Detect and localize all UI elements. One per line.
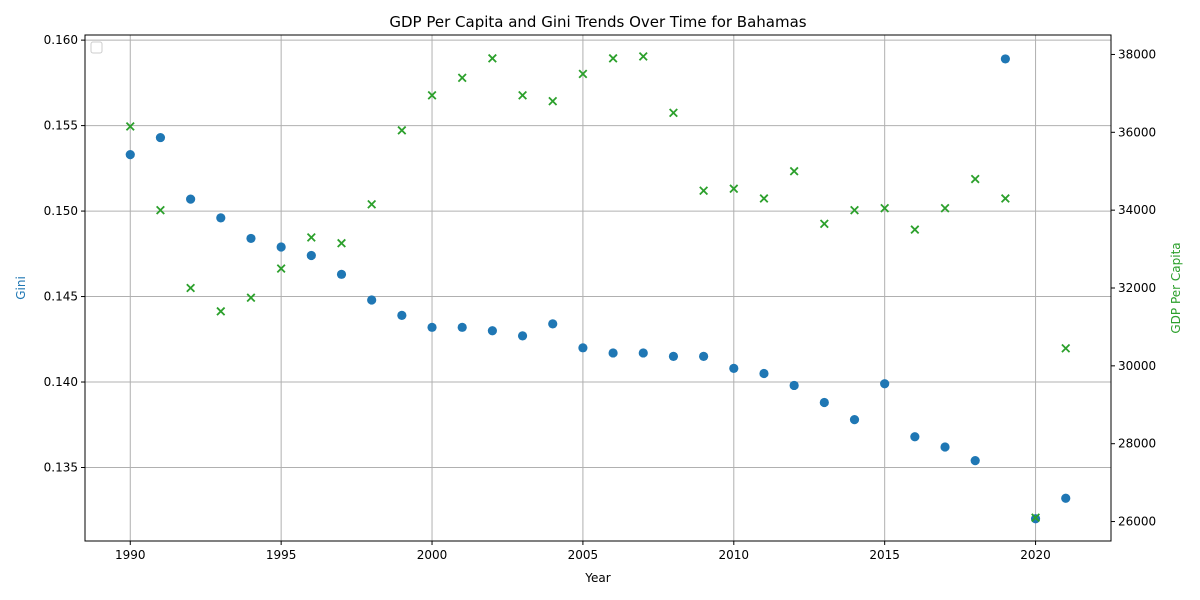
gdp-point xyxy=(246,293,256,303)
gdp-point xyxy=(669,108,678,118)
gdp-point xyxy=(548,96,558,106)
gini-point xyxy=(306,250,316,261)
gdp-point xyxy=(125,122,135,131)
right-y-tick-label: 36000 xyxy=(1118,125,1156,139)
x-tick-label: 2005 xyxy=(568,548,599,562)
gini-point xyxy=(125,150,135,160)
gdp-point xyxy=(759,194,769,203)
gini-point xyxy=(699,351,709,361)
right-y-axis-label: GDP Per Capita xyxy=(1169,242,1183,333)
gini-point xyxy=(729,363,739,373)
gini-point xyxy=(548,319,558,329)
gdp-point xyxy=(940,203,950,213)
gini-point xyxy=(638,348,648,358)
right-y-tick-label: 32000 xyxy=(1118,281,1156,295)
gdp-point xyxy=(970,174,980,184)
left-y-axis-ticks: 0.135 0.140 0.145 0.150 0.155 0.160 xyxy=(44,33,85,474)
gdp-point xyxy=(789,166,799,176)
x-axis-ticks: 1990 1995 2000 2005 2010 2015 2020 xyxy=(115,541,1051,562)
gini-point xyxy=(759,368,769,379)
gini-point xyxy=(940,442,950,452)
gini-point xyxy=(578,343,588,353)
gini-point xyxy=(216,213,226,223)
gini-point xyxy=(789,380,799,391)
gini-point xyxy=(668,351,679,361)
gini-point xyxy=(457,322,467,332)
gini-point xyxy=(427,322,437,332)
gini-point xyxy=(1061,493,1071,503)
gdp-point xyxy=(276,264,286,273)
gdp-point xyxy=(216,306,226,316)
gini-point xyxy=(880,379,890,389)
gdp-point xyxy=(1061,343,1071,353)
gini-point xyxy=(487,326,497,336)
x-tick-label: 2010 xyxy=(719,548,750,562)
gdp-point xyxy=(608,53,618,63)
right-y-axis-ticks: 26000 28000 30000 32000 34000 36000 38000 xyxy=(1111,47,1156,529)
gdp-point xyxy=(518,90,527,100)
gdp-point xyxy=(186,283,196,293)
gdp-point xyxy=(367,199,377,209)
gdp-point xyxy=(638,51,648,61)
right-y-tick-label: 26000 xyxy=(1118,515,1156,529)
left-y-axis-label: Gini xyxy=(14,276,28,300)
left-y-tick-label: 0.150 xyxy=(44,204,78,218)
gdp-point xyxy=(880,203,890,213)
x-tick-label: 2015 xyxy=(869,548,900,562)
left-y-tick-label: 0.135 xyxy=(44,460,78,474)
x-axis-label: Year xyxy=(584,571,610,585)
gini-point xyxy=(367,295,377,305)
gini-point xyxy=(1000,54,1010,64)
gini-point xyxy=(819,397,829,408)
left-y-tick-label: 0.160 xyxy=(44,33,78,47)
gini-point xyxy=(849,415,860,425)
gdp-point xyxy=(699,186,709,196)
grid-lines xyxy=(85,35,1111,541)
gini-point xyxy=(608,348,618,358)
gdp-point xyxy=(819,219,829,229)
gini-point xyxy=(336,269,347,279)
gini-point xyxy=(970,456,980,466)
left-y-tick-label: 0.145 xyxy=(44,290,78,304)
gdp-point xyxy=(578,69,588,79)
x-tick-label: 1990 xyxy=(115,548,146,562)
gdp-point xyxy=(487,53,497,63)
gini-point xyxy=(155,132,166,143)
gdp-point xyxy=(397,125,407,135)
left-y-tick-label: 0.140 xyxy=(44,375,78,389)
gdp-point xyxy=(1031,513,1040,523)
right-y-tick-label: 30000 xyxy=(1118,359,1156,373)
left-y-tick-label: 0.155 xyxy=(44,119,78,133)
right-y-tick-label: 38000 xyxy=(1118,47,1156,61)
gini-point xyxy=(397,310,407,320)
gdp-per-capita-series xyxy=(125,51,1071,523)
x-tick-label: 1995 xyxy=(266,548,297,562)
plot-background xyxy=(85,35,1111,541)
gdp-point xyxy=(457,73,467,83)
x-tick-label: 2000 xyxy=(417,548,448,562)
gdp-point xyxy=(337,238,346,248)
gdp-point xyxy=(427,90,437,100)
gdp-point xyxy=(306,232,316,242)
x-tick-label: 2020 xyxy=(1020,548,1051,562)
gdp-point xyxy=(729,184,739,194)
legend-box xyxy=(90,41,103,54)
gini-point xyxy=(910,432,920,442)
gdp-point xyxy=(1000,194,1010,203)
gdp-point xyxy=(850,205,859,215)
gini-point xyxy=(276,242,286,252)
gdp-point xyxy=(910,225,920,235)
right-y-tick-label: 34000 xyxy=(1118,203,1156,217)
gini-point xyxy=(517,331,528,341)
right-y-tick-label: 28000 xyxy=(1118,437,1156,451)
gini-point xyxy=(186,194,196,204)
gini-series xyxy=(125,54,1071,524)
gdp-point xyxy=(156,205,165,215)
gini-point xyxy=(246,233,256,244)
chart-title: GDP Per Capita and Gini Trends Over Time… xyxy=(389,13,806,31)
